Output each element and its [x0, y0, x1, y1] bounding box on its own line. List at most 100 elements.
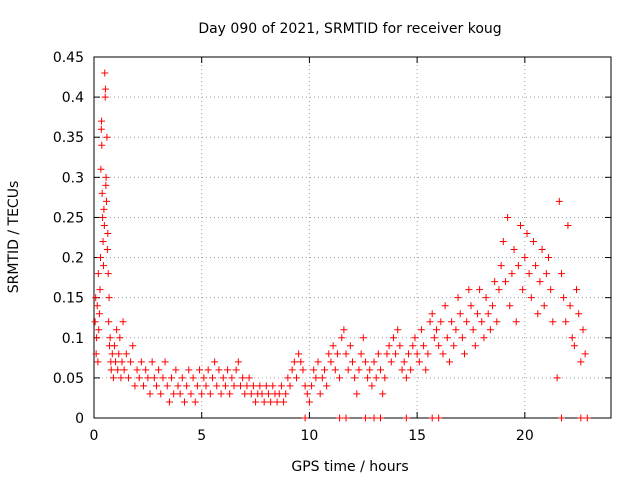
data-point	[349, 358, 356, 366]
data-point	[316, 390, 324, 398]
data-point	[557, 270, 565, 278]
data-point	[465, 286, 473, 294]
data-point	[318, 374, 326, 382]
data-point	[439, 350, 447, 358]
data-point	[92, 294, 100, 302]
data-point	[364, 374, 372, 382]
data-point	[110, 342, 118, 350]
data-point	[519, 286, 527, 294]
data-point	[486, 326, 494, 334]
data-point	[415, 358, 423, 366]
data-point	[480, 334, 488, 342]
data-point	[104, 270, 112, 278]
data-point	[95, 310, 103, 318]
data-point	[249, 382, 257, 390]
data-point	[159, 374, 167, 382]
data-point	[264, 390, 272, 398]
data-point	[529, 238, 537, 246]
data-point	[104, 229, 112, 237]
data-point	[407, 366, 415, 374]
data-point	[545, 254, 553, 262]
data-point	[277, 382, 285, 390]
data-point	[193, 382, 201, 390]
data-point	[461, 350, 469, 358]
data-point	[191, 398, 199, 406]
data-point	[239, 374, 247, 382]
data-point	[377, 366, 385, 374]
data-point	[92, 350, 100, 358]
data-point	[491, 278, 499, 286]
data-point	[430, 334, 438, 342]
data-point	[163, 382, 171, 390]
data-point	[424, 350, 432, 358]
data-point	[327, 358, 335, 366]
data-point	[351, 374, 359, 382]
data-point	[547, 286, 555, 294]
data-point	[310, 366, 318, 374]
data-point	[230, 382, 238, 390]
data-point	[260, 398, 268, 406]
data-point	[122, 350, 130, 358]
data-point	[297, 358, 305, 366]
data-point	[137, 358, 145, 366]
data-point	[114, 366, 122, 374]
x-axis-label: GPS time / hours	[291, 459, 408, 475]
data-point	[103, 133, 111, 141]
data-point	[101, 69, 109, 77]
data-point	[534, 310, 542, 318]
data-point	[105, 318, 113, 326]
data-point	[372, 374, 380, 382]
data-point	[501, 278, 509, 286]
data-point	[570, 342, 578, 350]
data-point	[336, 374, 344, 382]
data-point	[117, 374, 125, 382]
data-point	[96, 254, 104, 262]
data-point	[374, 350, 382, 358]
data-point	[269, 382, 277, 390]
data-point	[146, 390, 154, 398]
x-tick-label: 15	[408, 428, 426, 444]
data-point	[142, 366, 150, 374]
data-point	[115, 350, 123, 358]
data-point	[292, 374, 300, 382]
data-point	[100, 205, 108, 213]
data-point	[102, 181, 110, 189]
data-point	[213, 382, 221, 390]
data-point	[525, 270, 533, 278]
x-tick-label: 10	[301, 428, 319, 444]
data-point	[344, 366, 352, 374]
data-point	[392, 350, 400, 358]
y-tick-label: 0.1	[62, 331, 84, 347]
data-point	[532, 262, 540, 270]
data-point	[109, 374, 117, 382]
y-axis-label: SRMTID / TECUs	[6, 181, 22, 294]
data-point	[538, 246, 546, 254]
data-point	[577, 358, 585, 366]
data-point	[575, 310, 583, 318]
data-point	[129, 342, 137, 350]
data-point	[448, 318, 456, 326]
data-point	[243, 382, 251, 390]
data-point	[471, 342, 479, 350]
data-point	[217, 390, 225, 398]
data-point	[96, 286, 104, 294]
data-point	[413, 350, 421, 358]
data-point	[119, 318, 127, 326]
data-point	[398, 366, 406, 374]
data-point	[228, 374, 236, 382]
data-point	[370, 414, 378, 422]
data-point	[353, 390, 361, 398]
data-point	[202, 382, 210, 390]
data-point	[185, 366, 193, 374]
data-point	[168, 374, 176, 382]
data-point	[499, 238, 507, 246]
data-point	[103, 246, 111, 254]
data-point	[422, 366, 430, 374]
data-point	[165, 398, 173, 406]
data-point	[124, 374, 132, 382]
data-point	[577, 414, 585, 422]
data-point	[396, 342, 404, 350]
data-point	[120, 366, 128, 374]
data-point	[379, 390, 387, 398]
data-point	[97, 165, 105, 173]
